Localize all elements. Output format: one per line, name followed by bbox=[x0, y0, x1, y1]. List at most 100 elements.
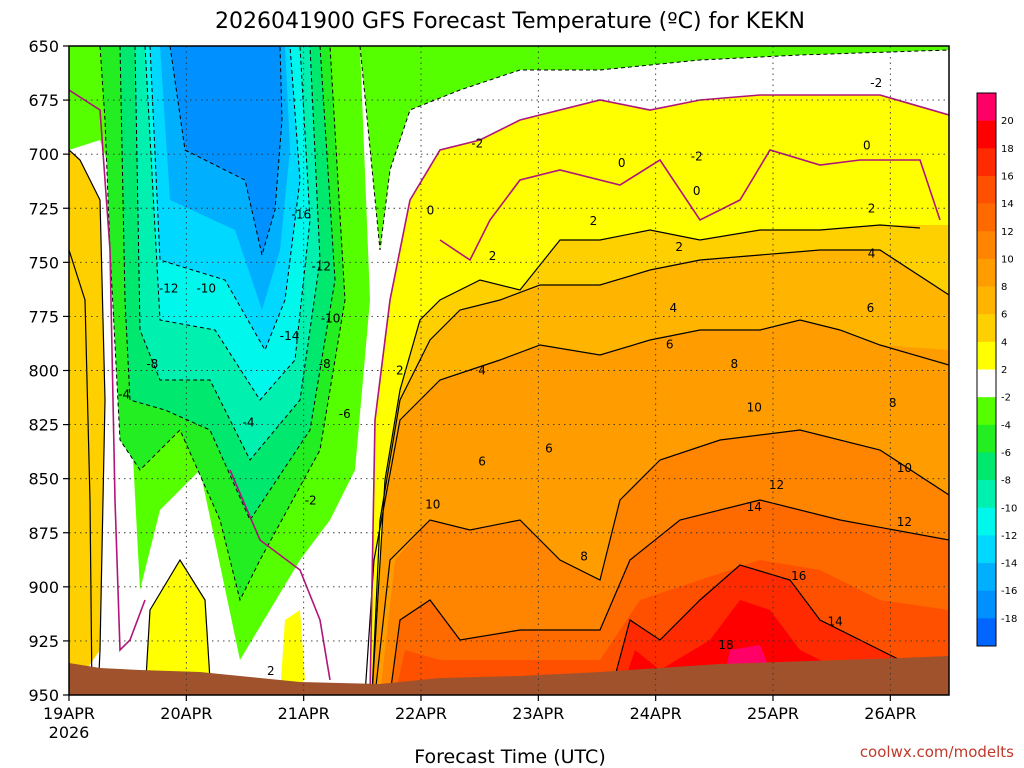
x-tick-label: 20APR bbox=[160, 704, 212, 723]
contour-label: -10 bbox=[321, 312, 341, 326]
x-axis-label: Forecast Time (UTC) bbox=[414, 746, 605, 768]
colorbar-swatch bbox=[977, 369, 996, 398]
y-tick-label: 925 bbox=[28, 632, 59, 651]
colorbar-label: 8 bbox=[1001, 282, 1007, 293]
x-tick-label: 24APR bbox=[630, 704, 682, 723]
contour-line-warm-3 bbox=[364, 319, 949, 695]
contour-label: -16 bbox=[292, 208, 312, 222]
y-tick-label: 800 bbox=[28, 362, 59, 381]
colorbar-swatch bbox=[977, 563, 996, 591]
x-tick-label: 25APR bbox=[747, 704, 799, 723]
contour-label: 2 bbox=[590, 214, 598, 228]
colorbar-label: 14 bbox=[1001, 199, 1014, 210]
freezing-lines bbox=[69, 89, 949, 695]
chart-title: 2026041900 GFS Forecast Temperature (ºC)… bbox=[215, 9, 805, 34]
colorbar-swatch bbox=[977, 175, 996, 204]
contour-labels: -4 -8 -12 -10 -4 -16 -14 -12 -10 -8 -6 -2 2 0 -2 2 2 4 6 10… bbox=[118, 76, 912, 678]
contour-label: 2 bbox=[489, 249, 497, 263]
contour-line-cold-3 bbox=[134, 46, 321, 461]
x-tick-year-label: 2026 bbox=[49, 723, 90, 742]
contour-label: 8 bbox=[580, 550, 588, 564]
colorbar-swatch bbox=[977, 535, 996, 564]
contour-line-cold-7 bbox=[359, 46, 949, 251]
colorbar-label: -10 bbox=[1001, 503, 1017, 514]
colorbar-label: -4 bbox=[1001, 420, 1011, 431]
contour-lines bbox=[69, 149, 949, 695]
contour-label: -10 bbox=[196, 281, 216, 295]
colorbar-swatch bbox=[977, 341, 996, 370]
contour-label: 2 bbox=[267, 664, 275, 678]
y-tick-label: 950 bbox=[28, 686, 59, 705]
contour-label: 18 bbox=[718, 638, 733, 652]
y-tick-label: 650 bbox=[28, 37, 59, 56]
colorbar-legend: 20 18 16 14 12 10 8 6 4 2 -2 -4 -6 -8 -10 -12 -14 -16 -18 bbox=[976, 92, 1017, 647]
contour-label: -2 bbox=[305, 493, 317, 507]
x-tick-label: 19APR bbox=[43, 704, 95, 723]
colorbar-label: -12 bbox=[1001, 531, 1017, 542]
x-tick-label: 22APR bbox=[395, 704, 447, 723]
y-tick-label: 675 bbox=[28, 91, 59, 110]
band-fill-warm-pocket-mid bbox=[145, 560, 305, 695]
contour-label: 8 bbox=[730, 357, 738, 371]
freezing-line-4 bbox=[229, 469, 331, 681]
x-tick-label: 21APR bbox=[278, 704, 330, 723]
contour-label: -2 bbox=[870, 76, 882, 90]
terrain-mask bbox=[69, 656, 949, 695]
contour-label: 0 bbox=[427, 203, 435, 217]
colorbar-swatch bbox=[977, 148, 996, 177]
colorbar-swatch bbox=[977, 480, 996, 509]
colorbar-swatch bbox=[977, 397, 996, 426]
y-tick-label: 725 bbox=[28, 199, 59, 218]
contour-label: 10 bbox=[747, 400, 762, 414]
colorbar-label: 20 bbox=[1001, 116, 1014, 127]
colorbar-swatch bbox=[977, 618, 996, 647]
colorbar-swatch bbox=[977, 258, 996, 287]
contour-label: 4 bbox=[669, 301, 677, 315]
y-tick-label: 750 bbox=[28, 253, 59, 272]
contour-label: 0 bbox=[863, 139, 871, 153]
colorbar-label: 12 bbox=[1001, 227, 1014, 238]
credit-link[interactable]: coolwx.com/modelts bbox=[860, 743, 1014, 761]
gridlines bbox=[69, 46, 949, 695]
colorbar-label: 2 bbox=[1001, 365, 1007, 376]
contour-line-cold-4 bbox=[144, 46, 311, 401]
contour-label: 6 bbox=[545, 441, 553, 455]
colorbar-label: -2 bbox=[1001, 393, 1011, 404]
band-fill-warm-pocket-left bbox=[69, 150, 105, 695]
x-axis: 19APR 20APR 21APR 22APR 23APR 24APR 25APR 26APR… bbox=[43, 695, 916, 742]
contour-label: 0 bbox=[693, 184, 701, 198]
colorbar-swatch bbox=[977, 314, 996, 343]
contour-label: -8 bbox=[146, 357, 158, 371]
contour-label: -2 bbox=[471, 136, 483, 150]
x-tick-label: 26APR bbox=[864, 704, 916, 723]
contour-line-pocket bbox=[144, 558, 211, 695]
colorbar-swatch bbox=[977, 203, 996, 232]
colorbar-label: -18 bbox=[1001, 614, 1017, 625]
contour-line-warm-2 bbox=[371, 249, 949, 695]
colorbar-swatch bbox=[977, 590, 996, 619]
freezing-line-1 bbox=[369, 94, 949, 695]
freezing-line-2 bbox=[439, 149, 941, 262]
contour-label: 4 bbox=[868, 247, 876, 261]
contour-label: 6 bbox=[867, 301, 875, 315]
contour-line-warm-4 bbox=[374, 429, 949, 695]
colorbar-swatch bbox=[977, 286, 996, 315]
contour-label: 0 bbox=[618, 156, 626, 170]
contour-line-left-1 bbox=[69, 149, 106, 695]
colorbar-label: -8 bbox=[1001, 476, 1011, 487]
contour-label: -14 bbox=[280, 329, 300, 343]
contour-label: -6 bbox=[339, 407, 351, 421]
contour-label: 16 bbox=[791, 569, 806, 583]
contour-label: 8 bbox=[889, 396, 897, 410]
y-tick-label: 850 bbox=[28, 470, 59, 489]
colorbar-label: 10 bbox=[1001, 254, 1014, 265]
colorbar-swatch bbox=[977, 93, 996, 121]
contour-label: -4 bbox=[243, 415, 255, 429]
y-tick-label: 700 bbox=[28, 145, 59, 164]
contour-line-warm-6 bbox=[609, 564, 901, 695]
colorbar-swatch bbox=[977, 231, 996, 260]
x-tick-label: 23APR bbox=[512, 704, 564, 723]
colorbar-label: 16 bbox=[1001, 171, 1014, 182]
contour-label: 6 bbox=[478, 454, 486, 468]
